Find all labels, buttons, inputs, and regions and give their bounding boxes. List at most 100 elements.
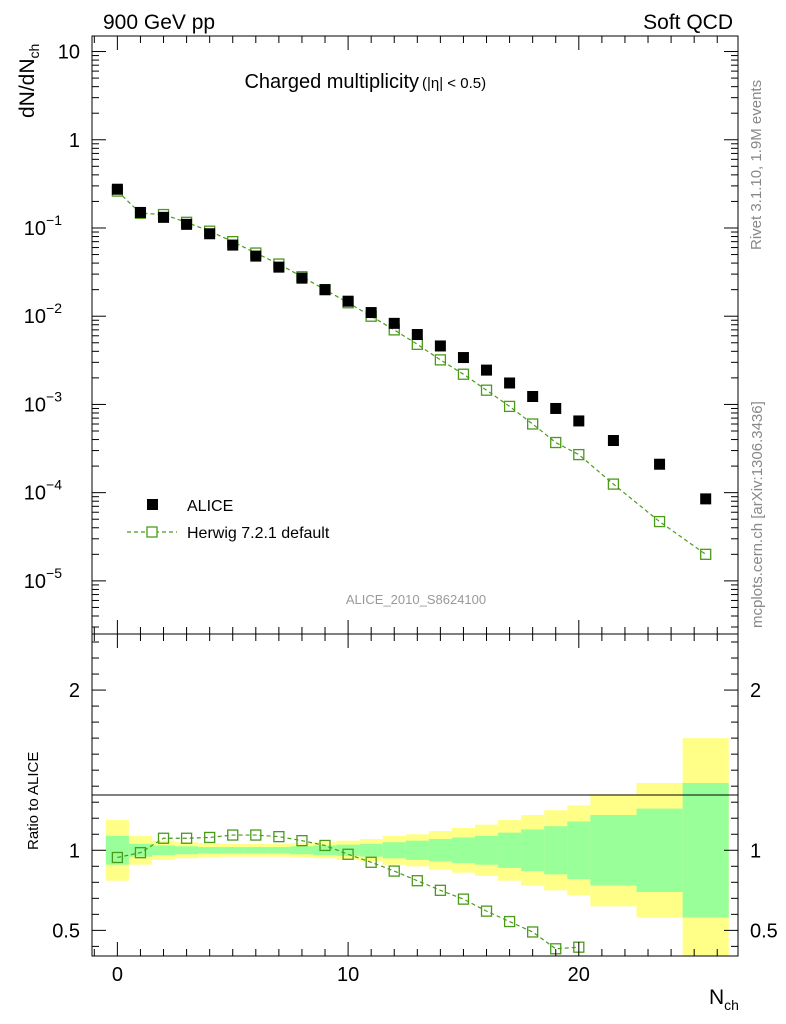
alice-point <box>700 493 712 505</box>
source-label: mcplots.cern.ch [arXiv:1306.3436] <box>749 401 766 628</box>
ratio-point <box>180 832 193 844</box>
alice-point <box>457 352 469 364</box>
alice-point <box>319 284 331 296</box>
ratio-y-tick-label: 1 <box>69 840 80 862</box>
ratio-frame <box>91 633 739 957</box>
herwig-point <box>527 418 539 430</box>
ratio-y-axis-label: Ratio to ALICE <box>25 752 42 850</box>
ratio-axis-ticks: 0.5 0.51 12 20 10 20 <box>52 634 778 986</box>
ratio-point <box>296 835 308 847</box>
header-right: Soft QCD <box>643 11 733 34</box>
plot-title: Charged multiplicity <box>244 71 419 93</box>
herwig-point <box>550 436 562 449</box>
alice-point <box>527 391 539 403</box>
inner-band <box>567 821 591 880</box>
ratio-point <box>204 831 216 844</box>
main-panel: Charged multiplicity (|η| < 0.5) ALICE_2… <box>16 35 739 635</box>
ratio-point <box>434 884 447 896</box>
y-tick-label: 10−3 <box>24 388 62 416</box>
inner-band <box>267 847 291 854</box>
herwig-point <box>480 384 493 396</box>
herwig-point <box>700 548 712 560</box>
alice-point <box>434 340 446 352</box>
alice-point <box>250 250 262 262</box>
alice-point <box>227 239 239 251</box>
inner-band <box>290 846 314 855</box>
herwig-point <box>653 515 666 528</box>
alice-point <box>204 228 216 240</box>
ratio-point <box>503 915 516 928</box>
herwig-point <box>434 354 447 366</box>
inner-band <box>382 842 406 859</box>
ratio-point <box>365 856 377 868</box>
herwig-point <box>411 338 423 350</box>
main-axis-ticks: 10 1 10−1 10−2 10−3 10−4 10−5 <box>24 36 738 634</box>
ratio-point <box>250 829 262 841</box>
alice-point <box>481 364 493 376</box>
y-tick-label: 10−4 <box>24 477 62 505</box>
alice-point <box>573 415 585 427</box>
y-tick-label: 10−5 <box>24 565 62 593</box>
x-tick-label: 0 <box>112 964 123 986</box>
ratio-point <box>319 839 331 852</box>
alice-point <box>365 307 377 319</box>
ratio-point <box>342 848 354 860</box>
plot-title-suffix: (|η| < 0.5) <box>422 75 486 92</box>
ratio-y-tick-label-right: 0.5 <box>750 920 778 942</box>
ratio-y-tick-label: 2 <box>69 680 80 702</box>
legend-label-herwig: Herwig 7.2.1 default <box>187 525 330 542</box>
herwig-point <box>457 368 470 380</box>
x-tick-label: 20 <box>568 964 590 986</box>
inner-band <box>244 847 268 854</box>
inner-band <box>221 847 245 854</box>
inner-band <box>590 815 637 886</box>
alice-point <box>111 183 123 195</box>
rivet-version-label: Rivet 3.1.10, 1.9M events <box>748 80 765 250</box>
ratio-point <box>273 831 285 843</box>
legend-marker-herwig <box>146 526 158 538</box>
ratio-point <box>111 851 124 864</box>
inner-band <box>151 845 176 856</box>
ratio-point <box>134 847 147 859</box>
y-axis-label: dN/dNch <box>16 44 42 118</box>
legend-label-alice: ALICE <box>187 498 233 515</box>
inner-band <box>175 846 199 855</box>
inner-band <box>359 843 383 857</box>
alice-point <box>504 377 516 389</box>
x-tick-label: 10 <box>337 964 359 986</box>
alice-point <box>296 272 308 284</box>
ratio-point <box>480 905 493 917</box>
alice-point <box>342 295 354 307</box>
inner-band <box>544 826 568 875</box>
ratio-point <box>411 875 423 887</box>
y-tick-label: 10 <box>58 42 80 64</box>
y-tick-label: 1 <box>69 130 80 152</box>
ratio-point <box>388 865 400 877</box>
inner-band <box>405 840 429 860</box>
alice-point <box>158 211 170 223</box>
legend-marker-alice <box>147 499 158 510</box>
header-left: 900 GeV pp <box>103 11 215 34</box>
ratio-point <box>527 926 539 938</box>
herwig-point <box>573 448 585 461</box>
ratio-y-tick-label-right: 2 <box>750 680 761 702</box>
ratio-line <box>117 834 579 950</box>
ratio-y-tick-label: 0.5 <box>52 920 80 942</box>
inner-band <box>474 835 499 865</box>
alice-point <box>607 435 619 447</box>
alice-point <box>550 402 562 414</box>
herwig-point <box>503 400 516 413</box>
inner-band <box>682 782 729 918</box>
herwig-point <box>607 478 620 490</box>
alice-point <box>134 206 146 218</box>
ratio-point <box>227 829 239 841</box>
ratio-uncertainty-bands <box>105 738 729 956</box>
inner-band <box>336 844 360 856</box>
alice-point <box>181 218 193 230</box>
inner-band <box>636 808 683 892</box>
ratio-y-tick-label-right: 1 <box>750 840 761 862</box>
alice-point <box>654 458 666 470</box>
inner-band <box>428 839 452 862</box>
x-axis-label: Nch <box>709 986 739 1013</box>
